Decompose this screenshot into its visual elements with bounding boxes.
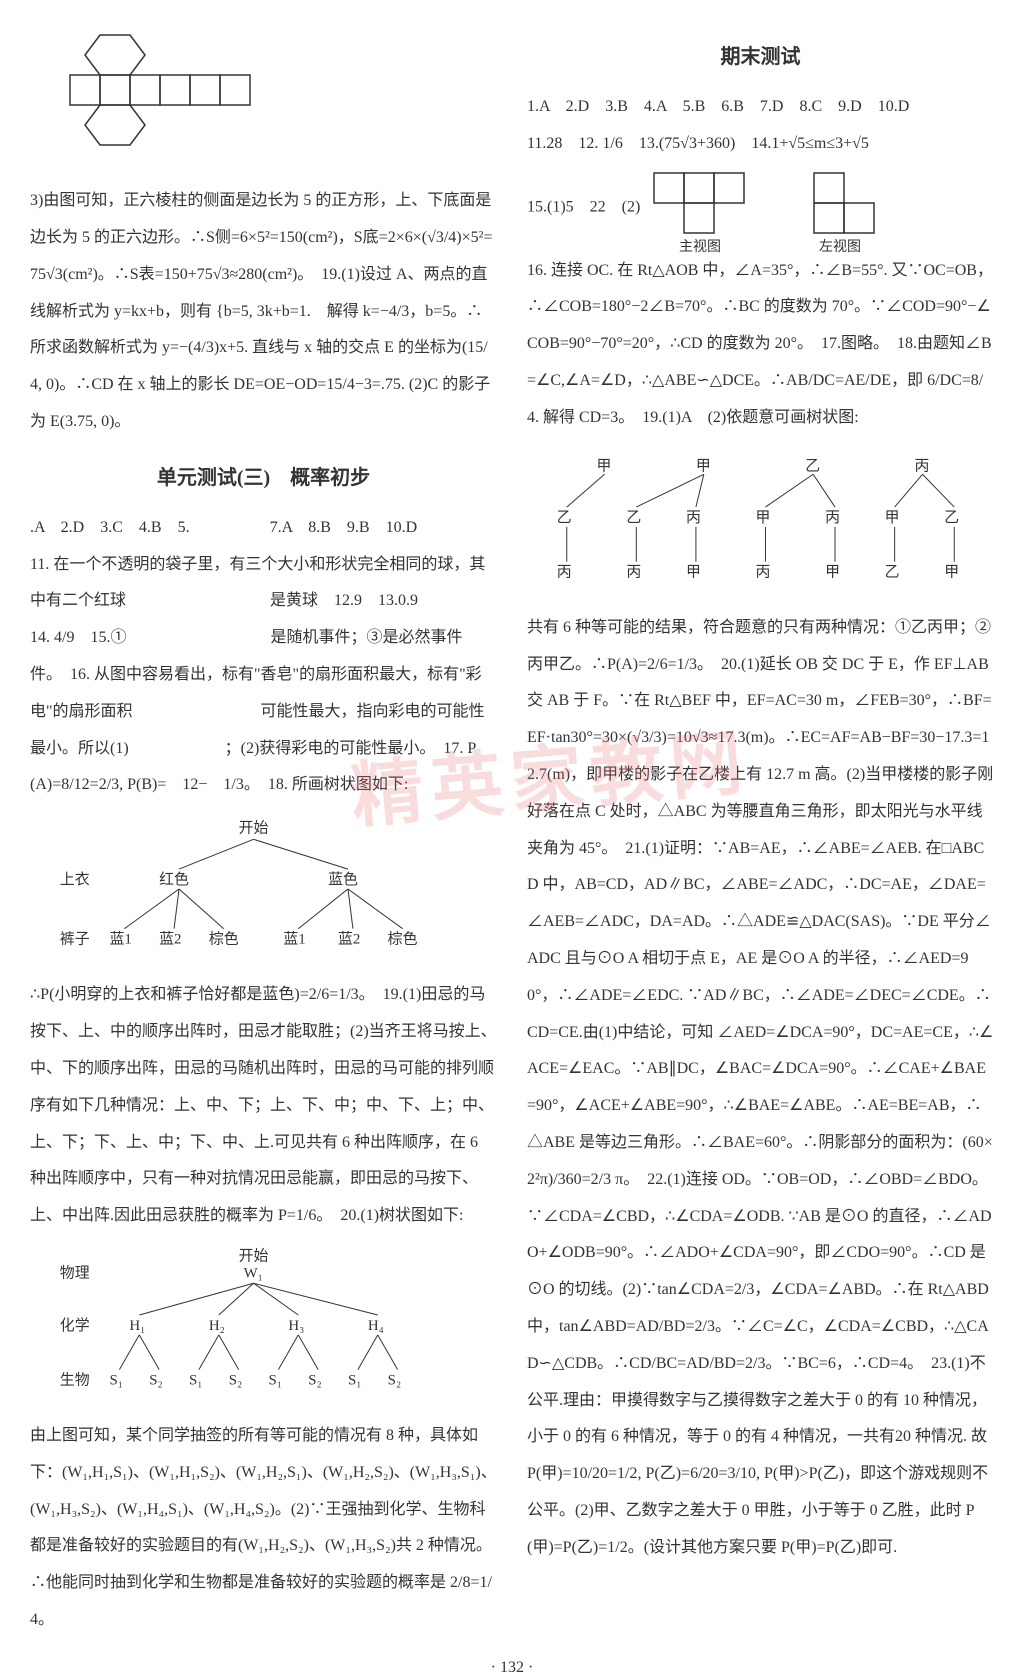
svg-text:甲: 甲 xyxy=(944,564,959,580)
svg-text:H₃: H₃ xyxy=(288,1318,304,1334)
svg-text:丙: 丙 xyxy=(825,510,840,526)
svg-text:H₂: H₂ xyxy=(209,1318,225,1334)
svg-text:生物: 生物 xyxy=(60,1371,90,1388)
final-q16: 16. 连接 OC. 在 Rt△AOB 中，∠A=35°，∴∠B=55°. 又∵… xyxy=(527,253,994,437)
svg-text:乙: 乙 xyxy=(885,564,900,580)
page-number: · 132 · xyxy=(30,1659,994,1677)
svg-text:甲: 甲 xyxy=(597,458,612,474)
svg-text:上衣: 上衣 xyxy=(60,871,90,888)
svg-text:物理: 物理 xyxy=(60,1264,90,1281)
svg-text:甲: 甲 xyxy=(885,510,900,526)
orthographic-views-diagram: 主视图 左视图 xyxy=(644,163,924,253)
svg-text:开始: 开始 xyxy=(239,819,269,836)
svg-text:S₂: S₂ xyxy=(149,1372,162,1388)
svg-text:S₁: S₁ xyxy=(348,1372,361,1388)
hexagonal-prism-net-diagram xyxy=(50,30,330,150)
svg-text:蓝2: 蓝2 xyxy=(159,931,181,948)
svg-text:甲: 甲 xyxy=(756,510,771,526)
final-q19b: 共有 6 种等可能的结果，符合题意的只有两种情况：①乙丙甲；②丙甲乙。∴P(A)… xyxy=(527,610,994,1567)
svg-text:棕色: 棕色 xyxy=(388,931,418,948)
svg-text:S₁: S₁ xyxy=(268,1372,281,1388)
svg-text:S₂: S₂ xyxy=(388,1372,401,1388)
svg-text:裤子: 裤子 xyxy=(60,931,90,948)
svg-text:蓝1: 蓝1 xyxy=(109,931,131,948)
final-answers1: 1.A 2.D 3.B 4.A 5.B 6.B 7.D 8.C 9.D 10.D xyxy=(527,89,994,126)
svg-text:蓝色: 蓝色 xyxy=(328,871,358,888)
svg-text:H₄: H₄ xyxy=(368,1318,384,1334)
svg-text:乙: 乙 xyxy=(944,510,959,526)
svg-text:蓝1: 蓝1 xyxy=(283,931,305,948)
page-content: 3)由图可知，正六棱柱的侧面是边长为 5 的正方形，上、下底面是边长为 5 的正… xyxy=(30,20,994,1639)
svg-text:丙: 丙 xyxy=(626,564,641,580)
svg-text:丙: 丙 xyxy=(915,458,930,474)
svg-text:丙: 丙 xyxy=(756,564,771,580)
svg-text:红色: 红色 xyxy=(159,871,189,888)
unit3-q19: ∴P(小明穿的上衣和裤子恰好都是蓝色)=2/6=1/3。 19.(1)田忌的马按… xyxy=(30,977,497,1235)
svg-text:S₁: S₁ xyxy=(189,1372,202,1388)
svg-text:乙: 乙 xyxy=(626,510,641,526)
unit3-q16: 件。 16. 从图中容易看出，标有"香皂"的扇形面积最大，标有"彩电"的扇形面积… xyxy=(30,657,497,804)
unit3-q11: 11. 在一个不透明的袋子里，有三个大小和形状完全相同的球，其中有二个红球 是黄… xyxy=(30,547,497,621)
svg-text:甲: 甲 xyxy=(696,458,711,474)
unit3-q14: 14. 4/9 15.① 是随机事件；③是必然事件 xyxy=(30,620,497,657)
svg-text:蓝2: 蓝2 xyxy=(338,931,360,948)
svg-text:乙: 乙 xyxy=(557,510,572,526)
tree-diagram-1: 开始 上衣 裤子 红色 蓝色 蓝1 蓝2 棕色 蓝1 蓝2 棕色 xyxy=(30,814,497,954)
final-q15-row: 15.(1)5 22 (2) 主视图 左视图 xyxy=(527,163,994,253)
tree-diagram-3: 甲 甲 乙 丙 乙 乙 丙 甲 丙 甲 乙 丙 丙 甲 丙 甲 乙 甲 xyxy=(527,447,994,587)
unit3-title: 单元测试(三) 概率初步 xyxy=(30,456,497,500)
final-title: 期末测试 xyxy=(527,35,994,79)
svg-text:丙: 丙 xyxy=(557,564,572,580)
svg-text:丙: 丙 xyxy=(686,510,701,526)
svg-text:S₂: S₂ xyxy=(308,1372,321,1388)
svg-text:甲: 甲 xyxy=(686,564,701,580)
svg-text:左视图: 左视图 xyxy=(819,239,861,253)
right-column: 期末测试 1.A 2.D 3.B 4.A 5.B 6.B 7.D 8.C 9.D… xyxy=(527,20,994,1639)
svg-text:甲: 甲 xyxy=(825,564,840,580)
svg-text:化学: 化学 xyxy=(60,1317,90,1334)
q3-text: 3)由图可知，正六棱柱的侧面是边长为 5 的正方形，上、下底面是边长为 5 的正… xyxy=(30,183,497,441)
final-answers2: 11.28 12. 1/6 13.(75√3+360) 14.1+√5≤m≤3+… xyxy=(527,126,994,163)
svg-text:W₁: W₁ xyxy=(244,1265,263,1281)
svg-text:乙: 乙 xyxy=(805,458,820,474)
svg-text:S₁: S₁ xyxy=(109,1372,122,1388)
left-column: 3)由图可知，正六棱柱的侧面是边长为 5 的正方形，上、下底面是边长为 5 的正… xyxy=(30,20,497,1639)
svg-text:棕色: 棕色 xyxy=(209,931,239,948)
unit3-answers: .A 2.D 3.C 4.B 5. 7.A 8.B 9.B 10.D xyxy=(30,510,497,547)
svg-text:主视图: 主视图 xyxy=(679,239,721,253)
svg-text:开始: 开始 xyxy=(239,1247,269,1264)
final-q15-label: 15.(1)5 22 (2) xyxy=(527,198,640,215)
svg-text:H₁: H₁ xyxy=(129,1318,145,1334)
tree-diagram-2: 开始 W₁ 物理 化学 生物 H₁ H₂ H₃ H₄ S₁ S₂ S₁ S₂ S… xyxy=(30,1245,497,1395)
unit3-q20: 由上图可知，某个同学抽签的所有等可能的情况有 8 种，具体如下：(W₁,H₁,S… xyxy=(30,1418,497,1639)
svg-text:S₂: S₂ xyxy=(229,1372,242,1388)
